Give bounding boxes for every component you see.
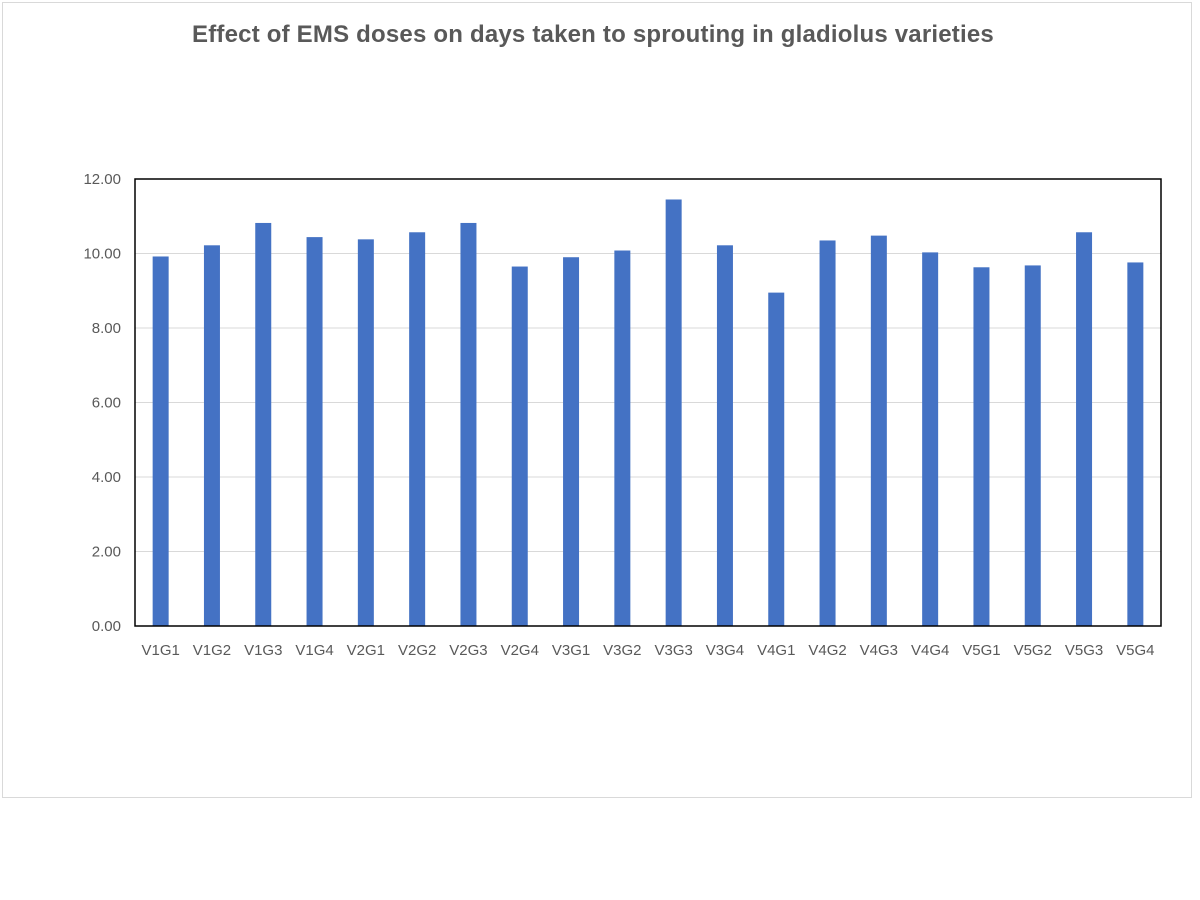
- plot-area-border: [134, 178, 1162, 627]
- y-tick-label: 6.00: [92, 395, 121, 412]
- bar-v4g3: [870, 235, 887, 626]
- bar-v2g3: [460, 222, 477, 626]
- y-tick-label: 12.00: [83, 171, 121, 188]
- chart-frame: Effect of EMS doses on days taken to spr…: [2, 2, 1192, 798]
- bar-v2g1: [357, 239, 374, 626]
- bar-v3g3: [665, 199, 682, 627]
- bar-v4g1: [768, 292, 785, 626]
- bars: [152, 199, 1144, 627]
- x-tick-label: V1G4: [295, 642, 333, 659]
- x-tick-label: V4G3: [860, 642, 898, 659]
- bar-v1g2: [203, 245, 220, 626]
- x-tick-label: V2G3: [449, 642, 487, 659]
- bar-v1g4: [306, 237, 323, 627]
- bar-v5g1: [973, 267, 990, 626]
- x-tick-label: V5G2: [1014, 642, 1052, 659]
- x-tick-label: V2G4: [501, 642, 539, 659]
- x-tick-label: V1G2: [193, 642, 231, 659]
- x-tick-label: V4G4: [911, 642, 949, 659]
- x-tick-label: V4G2: [808, 642, 846, 659]
- x-tick-label: V5G1: [962, 642, 1000, 659]
- x-tick-label: V4G1: [757, 642, 795, 659]
- x-tick-label: V3G4: [706, 642, 744, 659]
- x-tick-label: V1G3: [244, 642, 282, 659]
- bar-v4g4: [922, 252, 939, 626]
- y-tick-label: 8.00: [92, 320, 121, 337]
- y-tick-label: 2.00: [92, 544, 121, 561]
- bar-v3g4: [716, 245, 733, 626]
- x-tick-label: V2G2: [398, 642, 436, 659]
- x-tick-label: V3G2: [603, 642, 641, 659]
- chart-title: Effect of EMS doses on days taken to spr…: [192, 21, 994, 48]
- bar-v5g2: [1024, 265, 1041, 626]
- bar-v3g1: [563, 257, 580, 626]
- x-tick-label: V5G4: [1116, 642, 1154, 659]
- y-tick-label: 0.00: [92, 618, 121, 635]
- bar-v3g2: [614, 250, 631, 626]
- bar-v2g2: [409, 232, 426, 626]
- x-axis-ticks: V1G1 V1G2 V1G3 V1G4 V2G1 V2G2 V2G3 V2G4 V3G1 V3G2…: [141, 642, 1154, 659]
- x-tick-label: V3G1: [552, 642, 590, 659]
- x-tick-label: V1G1: [141, 642, 179, 659]
- bar-v5g3: [1076, 232, 1093, 626]
- bar-v5g4: [1127, 262, 1144, 626]
- y-tick-label: 10.00: [83, 246, 121, 263]
- x-tick-label: V3G3: [654, 642, 692, 659]
- bar-v1g3: [255, 222, 272, 626]
- bar-v1g1: [152, 256, 169, 626]
- y-tick-label: 4.00: [92, 469, 121, 486]
- y-axis-ticks: 0.00 2.00 4.00 6.00 8.00 10.00 12.00: [83, 171, 121, 635]
- bar-v2g4: [511, 266, 528, 626]
- x-tick-label: V2G1: [347, 642, 385, 659]
- gridlines: [135, 178, 1161, 627]
- x-tick-label: V5G3: [1065, 642, 1103, 659]
- bar-v4g2: [819, 240, 836, 626]
